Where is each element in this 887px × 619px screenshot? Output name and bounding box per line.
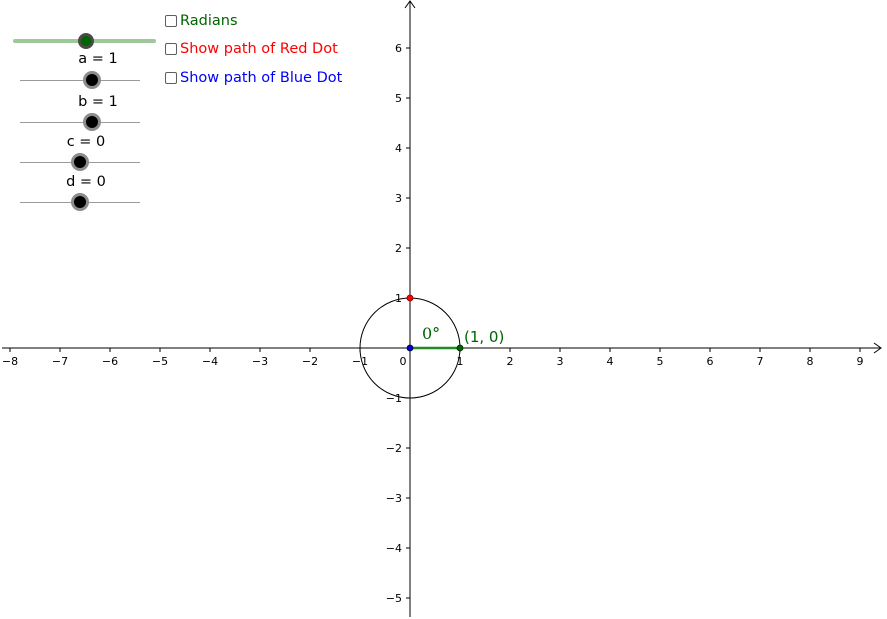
slider-d-knob[interactable] [71, 193, 89, 211]
x-tick-label: 5 [657, 355, 664, 368]
green-point[interactable] [456, 344, 464, 352]
x-tick-label: −1 [352, 355, 368, 368]
red-path-checkbox[interactable]: Show path of Red Dot [165, 41, 338, 57]
slider-d-label: d = 0 [66, 174, 106, 190]
point-label: (1, 0) [464, 328, 504, 346]
y-tick-label: 6 [395, 42, 402, 55]
slider-a-label: a = 1 [78, 51, 118, 67]
angle-label: 0° [422, 324, 440, 343]
y-axis-ticks: 6 5 4 3 2 1 −1 −2 −3 −4 −5 [386, 42, 410, 605]
x-tick-label: −4 [202, 355, 218, 368]
slider-a-knob[interactable] [83, 71, 101, 89]
x-tick-label: 7 [757, 355, 764, 368]
y-tick-label: −2 [386, 442, 402, 455]
checkbox-box[interactable] [165, 15, 177, 27]
x-tick-label: −2 [302, 355, 318, 368]
x-tick-label: −6 [102, 355, 118, 368]
slider-b-label: b = 1 [78, 94, 118, 110]
x-tick-label: 1 [457, 355, 464, 368]
blue-dot[interactable] [406, 344, 414, 352]
x-tick-label: −8 [2, 355, 18, 368]
x-tick-label: 3 [557, 355, 564, 368]
y-tick-label: −3 [386, 492, 402, 505]
angle-slider-knob[interactable] [78, 33, 94, 49]
y-tick-label: 1 [395, 292, 402, 305]
y-tick-label: 2 [395, 242, 402, 255]
y-tick-label: 5 [395, 92, 402, 105]
x-axis-arrow [873, 342, 882, 354]
y-tick-label: 4 [395, 142, 402, 155]
x-tick-label: 9 [857, 355, 864, 368]
checkbox-box[interactable] [165, 72, 177, 84]
y-tick-label: −1 [386, 392, 402, 405]
y-tick-label: 3 [395, 192, 402, 205]
y-tick-label: −4 [386, 542, 402, 555]
slider-b-knob[interactable] [83, 113, 101, 131]
red-dot[interactable] [406, 294, 414, 302]
x-tick-label: −5 [152, 355, 168, 368]
slider-b-track[interactable] [20, 122, 140, 123]
blue-path-checkbox[interactable]: Show path of Blue Dot [165, 70, 342, 86]
x-tick-label: 8 [807, 355, 814, 368]
slider-c-knob[interactable] [71, 153, 89, 171]
x-tick-label: 4 [607, 355, 614, 368]
blue-path-checkbox-label: Show path of Blue Dot [180, 70, 343, 86]
radians-checkbox-label: Radians [180, 13, 238, 29]
y-axis-arrow [404, 0, 416, 9]
y-tick-label: −5 [386, 592, 402, 605]
x-tick-label: −7 [52, 355, 68, 368]
x-tick-label: −3 [252, 355, 268, 368]
x-tick-label: 6 [707, 355, 714, 368]
slider-a-track[interactable] [20, 80, 140, 81]
slider-c-label: c = 0 [66, 134, 106, 150]
red-path-checkbox-label: Show path of Red Dot [180, 41, 338, 57]
radians-checkbox[interactable]: Radians [165, 13, 238, 29]
x-tick-label: 2 [507, 355, 514, 368]
x-tick-label: 0 [400, 355, 407, 368]
checkbox-box[interactable] [165, 43, 177, 55]
x-axis-ticks: −8 −7 −6 −5 −4 −3 −2 −1 0 1 2 3 4 5 6 7 8 9 [2, 348, 864, 368]
